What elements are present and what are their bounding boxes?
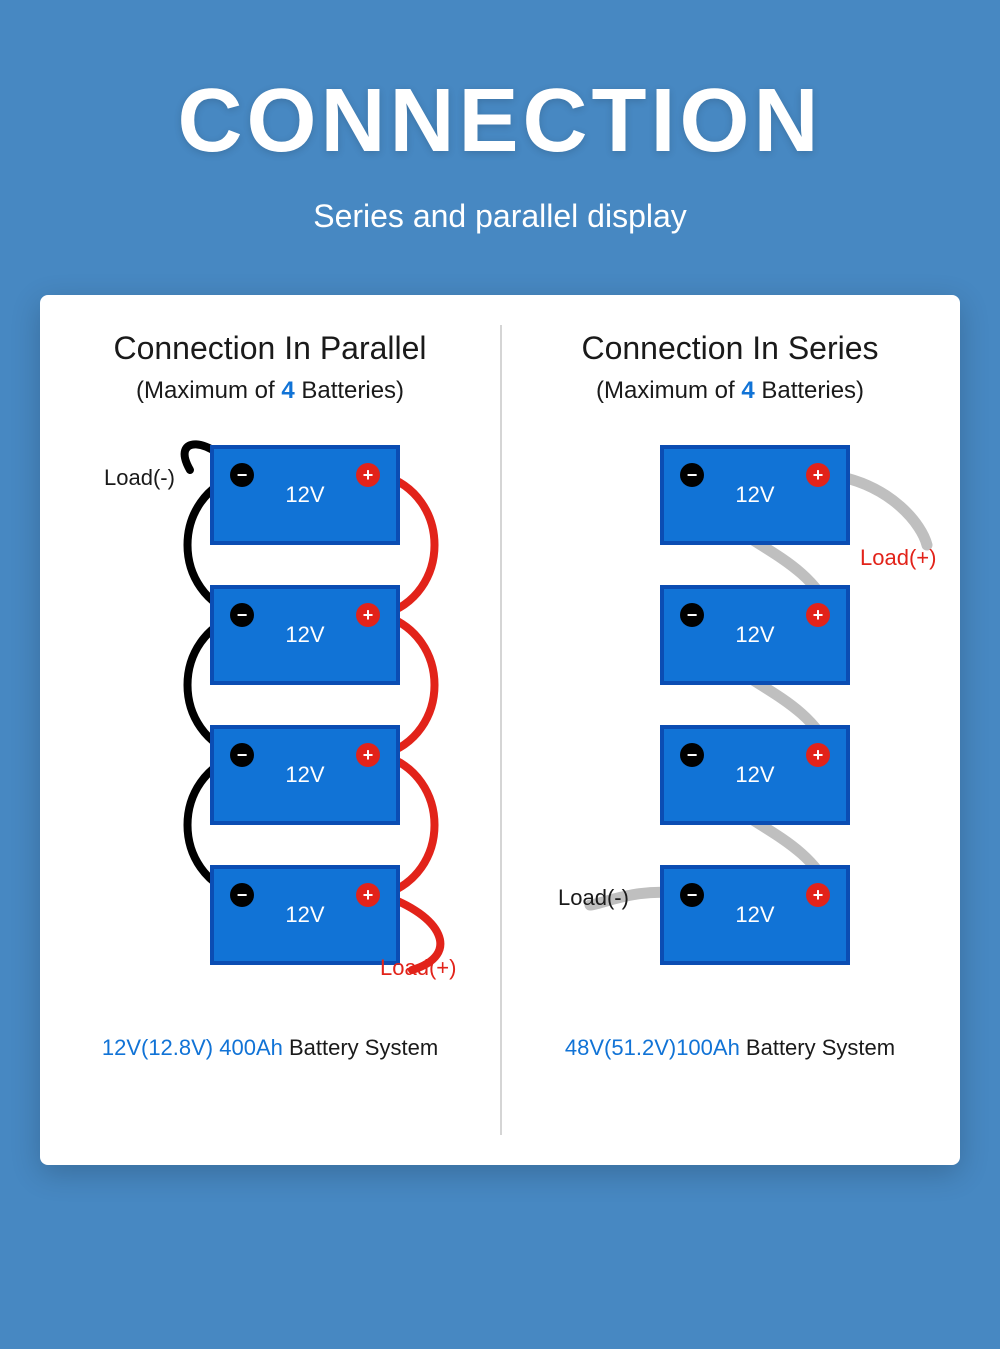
battery: 12V − + <box>210 445 400 545</box>
parallel-title: Connection In Parallel <box>60 330 480 367</box>
parallel-panel: Connection In Parallel (Maximum of 4 Bat… <box>40 295 500 1165</box>
battery: 12V − + <box>210 585 400 685</box>
battery-voltage-label: 12V <box>285 902 324 928</box>
parallel-max-suffix: Batteries) <box>295 377 404 404</box>
battery: 12V − + <box>660 725 850 825</box>
negative-terminal-icon: − <box>680 603 704 627</box>
parallel-max-prefix: (Maximum of <box>136 377 281 404</box>
positive-terminal-icon: + <box>356 603 380 627</box>
load-label: Load(-) <box>558 885 629 911</box>
battery-voltage-label: 12V <box>735 482 774 508</box>
load-label: Load(+) <box>380 955 456 981</box>
subtitle: Series and parallel display <box>0 198 1000 235</box>
positive-terminal-icon: + <box>356 463 380 487</box>
negative-terminal-icon: − <box>230 743 254 767</box>
positive-terminal-icon: + <box>806 743 830 767</box>
parallel-system-accent: 12V(12.8V) 400Ah <box>102 1035 283 1060</box>
diagram-card: Connection In Parallel (Maximum of 4 Bat… <box>40 295 960 1165</box>
negative-terminal-icon: − <box>680 883 704 907</box>
load-label: Load(-) <box>104 465 175 491</box>
series-max-prefix: (Maximum of <box>596 377 741 404</box>
positive-terminal-icon: + <box>806 883 830 907</box>
battery-voltage-label: 12V <box>735 622 774 648</box>
series-max-suffix: Batteries) <box>755 377 864 404</box>
parallel-max-count: 4 <box>281 377 294 404</box>
battery: 12V − + <box>210 865 400 965</box>
series-system-accent: 48V(51.2V)100Ah <box>565 1035 740 1060</box>
parallel-system: 12V(12.8V) 400Ah Battery System <box>60 1035 480 1061</box>
battery: 12V − + <box>210 725 400 825</box>
main-title: CONNECTION <box>0 70 1000 173</box>
series-system-rest: Battery System <box>740 1035 895 1060</box>
series-title: Connection In Series <box>520 330 940 367</box>
battery-voltage-label: 12V <box>285 482 324 508</box>
negative-terminal-icon: − <box>230 603 254 627</box>
series-system: 48V(51.2V)100Ah Battery System <box>520 1035 940 1061</box>
series-sub: (Maximum of 4 Batteries) <box>520 377 940 405</box>
parallel-sub: (Maximum of 4 Batteries) <box>60 377 480 405</box>
battery-voltage-label: 12V <box>735 762 774 788</box>
positive-terminal-icon: + <box>806 603 830 627</box>
series-panel: Connection In Series (Maximum of 4 Batte… <box>500 295 960 1165</box>
battery-voltage-label: 12V <box>285 762 324 788</box>
battery: 12V − + <box>660 445 850 545</box>
positive-terminal-icon: + <box>356 743 380 767</box>
negative-terminal-icon: − <box>230 463 254 487</box>
series-diagram: 12V − +12V − +12V − +12V − + Load(-) Load(+) <box>520 435 940 1015</box>
negative-terminal-icon: − <box>680 743 704 767</box>
parallel-diagram: 12V − +12V − +12V − +12V − + Load(-) Load(+) <box>60 435 480 1015</box>
battery: 12V − + <box>660 865 850 965</box>
load-label: Load(+) <box>860 545 936 571</box>
battery-voltage-label: 12V <box>285 622 324 648</box>
negative-terminal-icon: − <box>230 883 254 907</box>
parallel-system-rest: Battery System <box>283 1035 438 1060</box>
battery: 12V − + <box>660 585 850 685</box>
positive-terminal-icon: + <box>806 463 830 487</box>
positive-terminal-icon: + <box>356 883 380 907</box>
series-max-count: 4 <box>741 377 754 404</box>
negative-terminal-icon: − <box>680 463 704 487</box>
battery-voltage-label: 12V <box>735 902 774 928</box>
